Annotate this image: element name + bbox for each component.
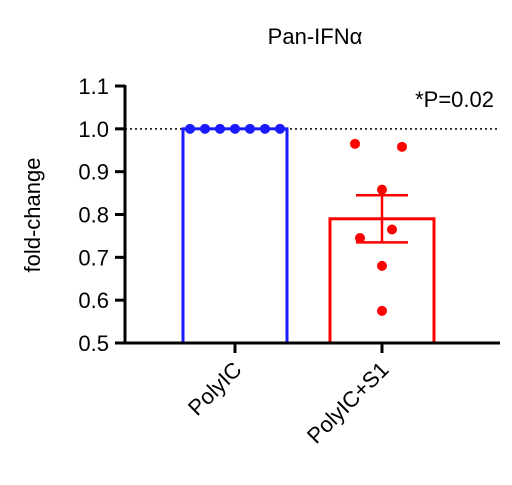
category-label: PolyIC — [183, 357, 247, 421]
y-tick-label: 0.8 — [78, 203, 109, 228]
data-point — [377, 184, 387, 195]
data-point — [355, 233, 365, 244]
significance-annotation: *P=0.02 — [415, 87, 494, 112]
data-point — [350, 138, 360, 149]
y-axis-title: fold-change — [20, 158, 45, 273]
data-point — [275, 123, 285, 134]
data-point — [377, 305, 387, 316]
data-point — [230, 123, 240, 134]
data-point — [387, 224, 397, 235]
y-tick-label: 1.1 — [78, 74, 109, 99]
y-tick-label: 1.0 — [78, 117, 109, 142]
y-tick-label: 0.6 — [78, 288, 109, 313]
y-tick-label: 0.9 — [78, 160, 109, 185]
data-point — [185, 123, 195, 134]
y-tick-label: 0.5 — [78, 331, 109, 356]
plot-area: PolyIC PolyIC+S1 0.5 0.6 0.7 0.8 0.9 1.0 1.1 — [78, 74, 500, 448]
data-point — [215, 123, 225, 134]
data-point — [245, 123, 255, 134]
data-point — [377, 260, 387, 271]
data-point — [260, 123, 270, 134]
category-label: PolyIC+S1 — [302, 357, 394, 449]
data-point — [397, 141, 407, 152]
y-tick-label: 0.7 — [78, 245, 109, 270]
bar-polyic — [181, 127, 289, 345]
data-point — [200, 123, 210, 134]
chart-title: Pan-IFNα — [268, 24, 363, 49]
